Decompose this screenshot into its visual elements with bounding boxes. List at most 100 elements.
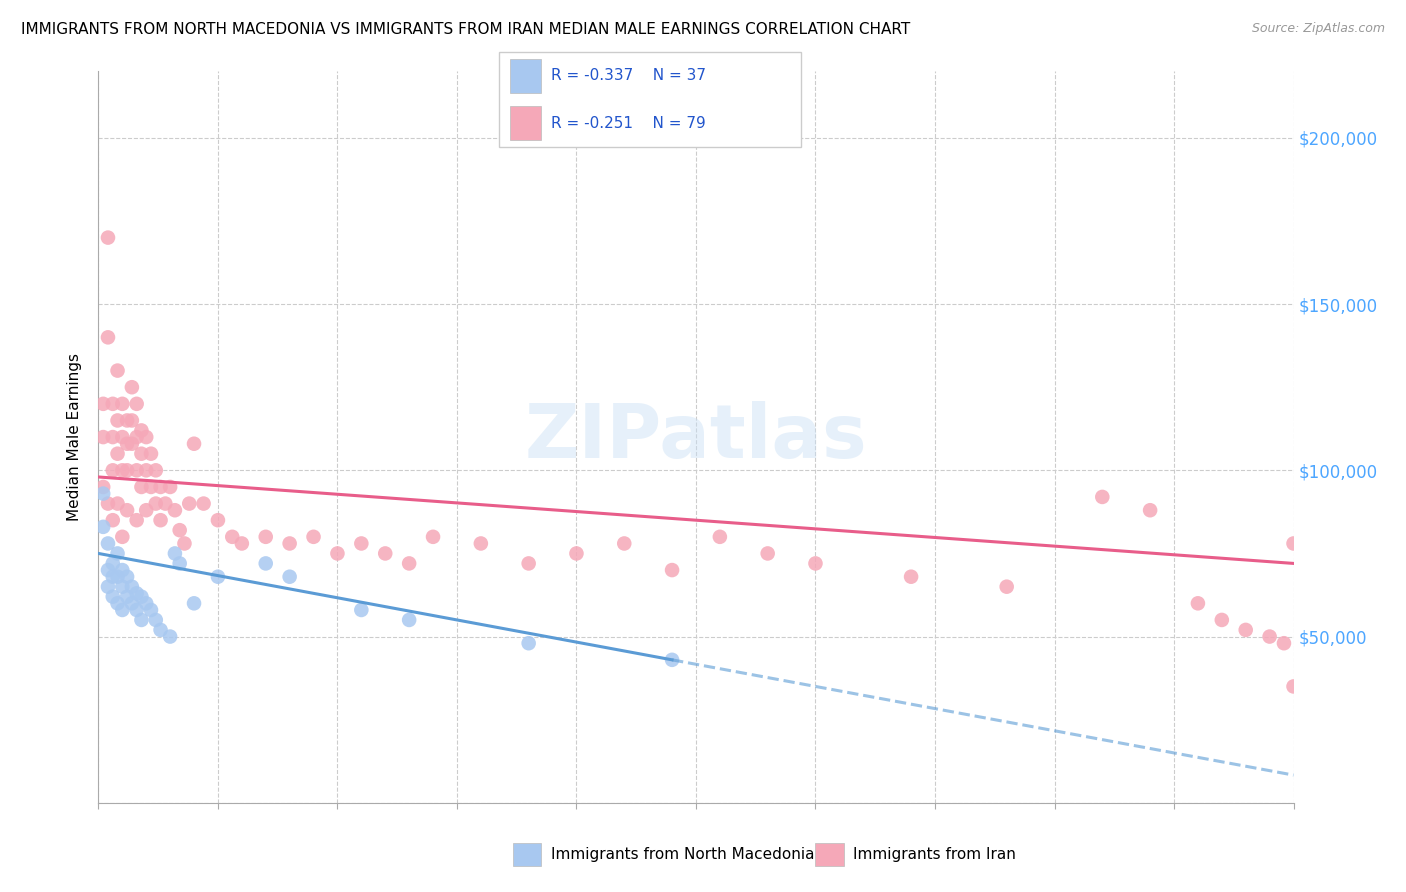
Point	[207, 513, 229, 527]
Point	[145, 463, 167, 477]
Point	[278, 570, 301, 584]
Point	[517, 557, 540, 571]
Point	[101, 513, 124, 527]
Point	[1187, 596, 1209, 610]
Point	[97, 580, 120, 594]
Point	[995, 580, 1018, 594]
Point	[350, 536, 373, 550]
Point	[111, 580, 134, 594]
Point	[97, 497, 120, 511]
Point	[101, 430, 124, 444]
Point	[709, 530, 731, 544]
Point	[149, 513, 172, 527]
Point	[111, 397, 134, 411]
Point	[115, 436, 138, 450]
Point	[1234, 623, 1257, 637]
Point	[115, 463, 138, 477]
Text: IMMIGRANTS FROM NORTH MACEDONIA VS IMMIGRANTS FROM IRAN MEDIAN MALE EARNINGS COR: IMMIGRANTS FROM NORTH MACEDONIA VS IMMIG…	[21, 22, 910, 37]
Text: R = -0.251    N = 79: R = -0.251 N = 79	[551, 116, 706, 130]
Point	[145, 497, 167, 511]
Point	[139, 447, 162, 461]
Point	[900, 570, 922, 584]
Point	[613, 536, 636, 550]
Point	[91, 480, 114, 494]
Point	[91, 520, 114, 534]
Point	[91, 397, 114, 411]
Point	[101, 590, 124, 604]
Point	[131, 590, 153, 604]
Point	[91, 486, 114, 500]
Point	[121, 380, 143, 394]
Point	[111, 463, 134, 477]
Point	[125, 463, 148, 477]
Point	[193, 497, 215, 511]
Point	[101, 557, 124, 571]
Point	[125, 513, 148, 527]
Point	[115, 590, 138, 604]
Point	[125, 586, 148, 600]
Point	[115, 413, 138, 427]
Point	[149, 623, 172, 637]
Point	[139, 603, 162, 617]
Point	[517, 636, 540, 650]
Point	[107, 413, 129, 427]
Point	[121, 596, 143, 610]
Point	[1211, 613, 1233, 627]
Point	[179, 497, 201, 511]
Point	[139, 480, 162, 494]
Point	[107, 570, 129, 584]
Text: Immigrants from North Macedonia: Immigrants from North Macedonia	[551, 847, 814, 862]
Point	[91, 430, 114, 444]
Point	[326, 546, 349, 560]
Point	[183, 596, 205, 610]
Point	[145, 613, 167, 627]
Point	[125, 603, 148, 617]
Point	[565, 546, 588, 560]
Point	[374, 546, 396, 560]
Y-axis label: Median Male Earnings: Median Male Earnings	[66, 353, 82, 521]
Point	[131, 613, 153, 627]
Point	[107, 447, 129, 461]
Point	[163, 503, 186, 517]
Point	[169, 557, 191, 571]
Point	[135, 596, 157, 610]
Point	[183, 436, 205, 450]
Point	[135, 503, 157, 517]
Point	[101, 463, 124, 477]
Point	[121, 413, 143, 427]
Point	[254, 557, 277, 571]
Point	[115, 570, 138, 584]
Point	[422, 530, 444, 544]
Text: ZIPatlas: ZIPatlas	[524, 401, 868, 474]
Point	[470, 536, 492, 550]
Point	[169, 523, 191, 537]
Point	[231, 536, 253, 550]
Point	[350, 603, 373, 617]
Point	[97, 563, 120, 577]
Point	[97, 230, 120, 244]
Point	[107, 546, 129, 560]
Point	[125, 397, 148, 411]
Text: Immigrants from Iran: Immigrants from Iran	[853, 847, 1017, 862]
Point	[1282, 536, 1305, 550]
Point	[131, 480, 153, 494]
Point	[207, 570, 229, 584]
Point	[131, 447, 153, 461]
Point	[756, 546, 779, 560]
Point	[159, 480, 181, 494]
Point	[278, 536, 301, 550]
Point	[111, 430, 134, 444]
Point	[97, 330, 120, 344]
Point	[661, 563, 683, 577]
Point	[804, 557, 827, 571]
Text: Source: ZipAtlas.com: Source: ZipAtlas.com	[1251, 22, 1385, 36]
Point	[163, 546, 186, 560]
Point	[135, 463, 157, 477]
Point	[107, 363, 129, 377]
Point	[1272, 636, 1295, 650]
Point	[302, 530, 325, 544]
Point	[254, 530, 277, 544]
Point	[111, 530, 134, 544]
Point	[1282, 680, 1305, 694]
Point	[97, 536, 120, 550]
